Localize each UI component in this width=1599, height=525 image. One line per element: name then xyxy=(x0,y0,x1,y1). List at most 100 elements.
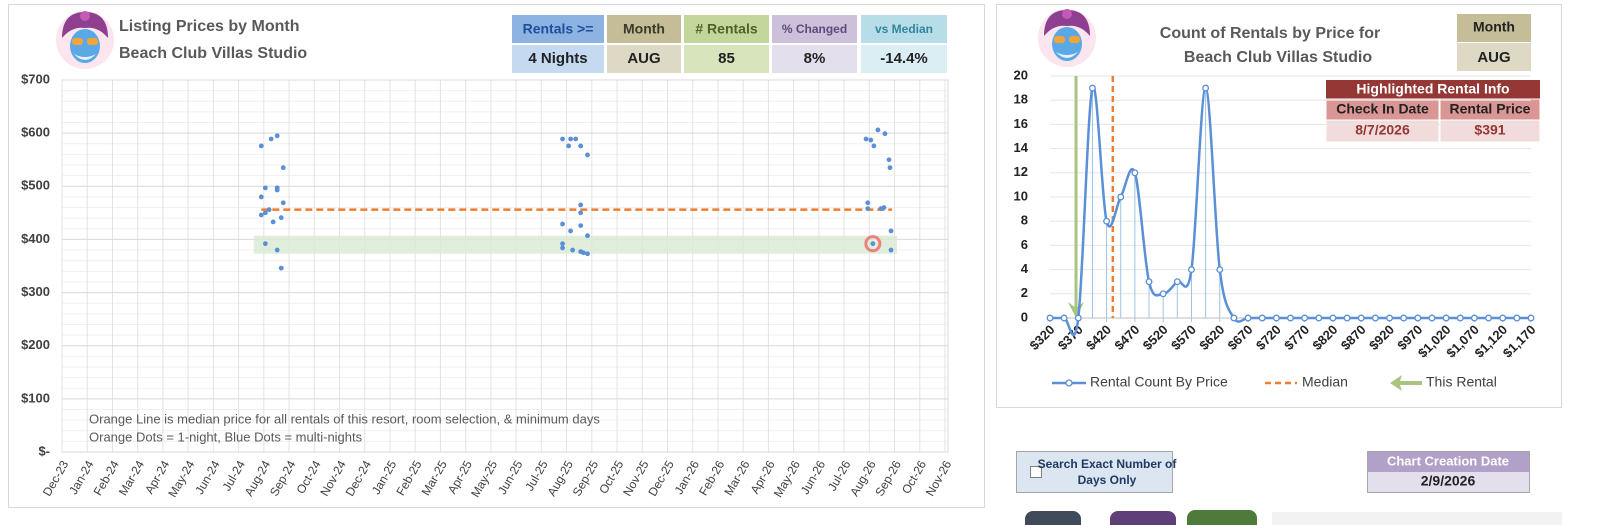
data-point xyxy=(573,136,579,142)
data-point xyxy=(1244,314,1252,322)
data-point xyxy=(1230,314,1238,322)
stat-value: 8% xyxy=(804,50,826,67)
highlight-value-bg xyxy=(1325,119,1440,143)
data-point xyxy=(1400,314,1408,322)
data-point xyxy=(1527,314,1535,322)
highlight-header: Check In Date xyxy=(1336,101,1429,117)
chart-title: Count of Rentals by Price for xyxy=(1160,25,1380,42)
stat-label: Rentals >= xyxy=(523,21,594,37)
logo xyxy=(1038,9,1096,67)
highlight-title-bg xyxy=(1326,80,1540,99)
data-point xyxy=(1442,314,1450,322)
y-tick-label: $100 xyxy=(21,390,50,405)
data-point xyxy=(1287,314,1294,322)
button[interactable] xyxy=(1025,511,1081,525)
stat-value-bg xyxy=(772,45,857,73)
data-point xyxy=(568,228,574,234)
y-tick-label: $- xyxy=(38,443,50,458)
data-point xyxy=(266,207,272,213)
data-point xyxy=(1371,314,1379,322)
data-point xyxy=(1117,193,1125,201)
checkbox[interactable] xyxy=(1030,466,1042,478)
data-point xyxy=(258,212,264,218)
button[interactable] xyxy=(1110,511,1176,525)
stat-header-bg xyxy=(512,15,604,43)
data-point xyxy=(262,185,268,191)
y-tick-label: 4 xyxy=(1021,261,1029,276)
y-tick-label: $500 xyxy=(21,178,50,193)
stat-label: % Changed xyxy=(782,22,847,36)
creation-label: Chart Creation Date xyxy=(1387,453,1509,468)
highlight-value: 8/7/2026 xyxy=(1355,122,1410,138)
data-point xyxy=(875,127,881,133)
data-point xyxy=(865,200,871,206)
data-point xyxy=(1357,314,1365,322)
highlight-value-bg xyxy=(1439,119,1541,143)
y-tick-label: $400 xyxy=(21,231,50,246)
data-point xyxy=(570,247,576,253)
right-panel xyxy=(996,4,1562,408)
data-point xyxy=(886,157,892,163)
data-point xyxy=(1188,266,1195,274)
stat-label: Month xyxy=(623,21,665,37)
data-point xyxy=(585,251,590,257)
data-point xyxy=(578,202,584,208)
data-point xyxy=(578,210,584,216)
data-point xyxy=(1386,314,1393,322)
highlight-title: Highlighted Rental Info xyxy=(1356,81,1509,97)
stat-value: 85 xyxy=(718,50,735,67)
data-point xyxy=(870,241,876,247)
stat-label: vs Median xyxy=(875,22,933,36)
stat-value-bg xyxy=(512,45,604,73)
data-point xyxy=(865,206,871,212)
data-point xyxy=(1456,314,1464,322)
data-point xyxy=(871,143,877,149)
checkbox-panel xyxy=(1016,451,1173,493)
y-tick-label: $300 xyxy=(21,284,50,299)
data-point xyxy=(1499,314,1507,322)
checkbox-label[interactable]: Search Exact Number of Days Only xyxy=(1038,457,1178,487)
plot-area xyxy=(61,79,949,453)
data-point xyxy=(258,194,264,200)
stat-header-bg xyxy=(684,15,769,43)
data-point xyxy=(1159,290,1167,298)
y-tick-label: 18 xyxy=(1014,92,1028,107)
stat-value: -14.4% xyxy=(880,50,928,67)
stat-value: 4 Nights xyxy=(528,50,587,67)
data-point xyxy=(578,223,584,229)
data-point xyxy=(868,137,874,143)
data-point xyxy=(1513,314,1521,322)
data-point xyxy=(1103,217,1111,225)
stat-value-bg xyxy=(861,45,947,73)
data-point xyxy=(560,241,565,247)
data-point xyxy=(1485,314,1493,322)
y-tick-label: 12 xyxy=(1014,164,1028,179)
data-point xyxy=(262,241,268,247)
data-point xyxy=(1414,314,1422,322)
data-point xyxy=(274,133,280,139)
data-point xyxy=(278,215,284,221)
highlight-value: $391 xyxy=(1474,122,1505,138)
data-point xyxy=(1131,169,1139,177)
month-value-bg xyxy=(1457,43,1531,71)
creation-date: 2/9/2026 xyxy=(1421,473,1476,489)
y-tick-label: 14 xyxy=(1014,140,1029,155)
annotation: Orange Dots = 1-night, Blue Dots = multi… xyxy=(89,429,363,444)
stat-header-bg xyxy=(772,15,857,43)
y-tick-label: 16 xyxy=(1014,116,1028,131)
stat-label: # Rentals xyxy=(695,21,757,37)
data-point xyxy=(274,247,280,253)
data-point xyxy=(258,143,264,149)
data-point xyxy=(280,200,286,206)
data-point xyxy=(1329,314,1337,322)
legend-label: Rental Count By Price xyxy=(1090,374,1228,390)
data-point xyxy=(1315,314,1323,322)
data-point xyxy=(1470,314,1478,322)
data-point xyxy=(274,187,280,193)
button[interactable] xyxy=(1187,510,1257,525)
legend-label: Median xyxy=(1302,374,1348,390)
button[interactable] xyxy=(1272,512,1562,525)
data-point xyxy=(888,228,894,234)
data-point xyxy=(1258,314,1266,322)
